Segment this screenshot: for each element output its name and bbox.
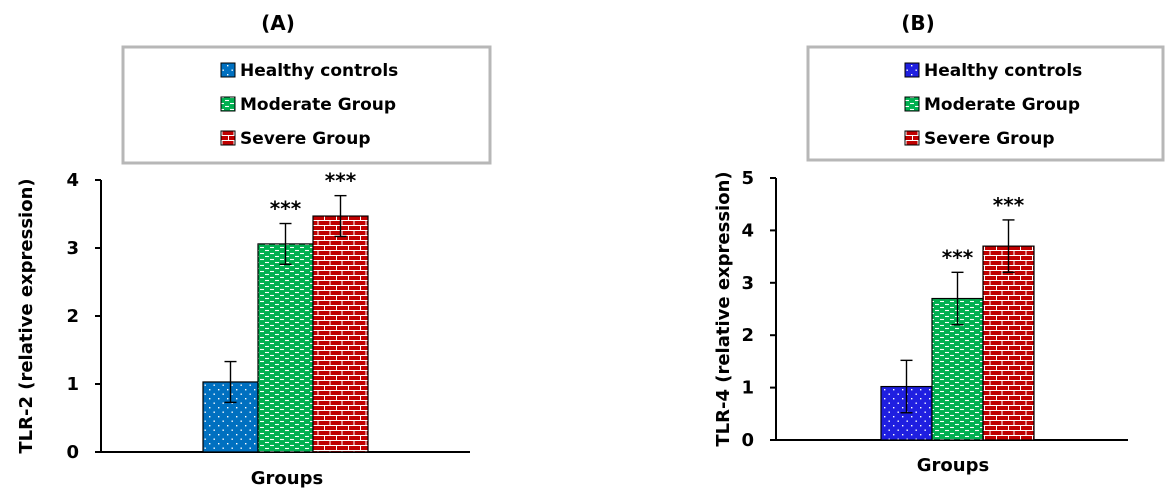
- bar-severe-group: [312, 215, 369, 453]
- chart-panel-a: (A) Healthy controls Moderate Group Severe …: [16, 11, 492, 489]
- significance-label: ***: [942, 245, 974, 269]
- legend-label: Moderate Group: [924, 95, 1080, 115]
- x-axis-title: Groups: [251, 468, 323, 489]
- error-bar-severe-group: [1002, 219, 1015, 274]
- panel-title: (A): [261, 11, 295, 35]
- legend-label: Healthy controls: [924, 61, 1082, 81]
- y-tick-label: 0: [741, 430, 754, 451]
- y-axis-title: TLR-4 (relative expression): [713, 171, 734, 446]
- error-bar-healthy-controls: [900, 359, 913, 414]
- y-tick-label: 3: [741, 273, 754, 294]
- significance-label: ***: [325, 169, 357, 193]
- legend-swatch: [220, 96, 236, 112]
- y-tick-label: 0: [66, 442, 79, 463]
- y-tick-label: 1: [741, 378, 754, 399]
- legend-label: Moderate Group: [240, 95, 396, 115]
- legend-label: Severe Group: [924, 129, 1055, 149]
- panel-title: (B): [901, 11, 935, 35]
- y-tick-label: 3: [66, 238, 79, 259]
- y-tick-label: 5: [741, 168, 754, 189]
- legend: Healthy controls Moderate Group Severe Gro…: [121, 45, 492, 165]
- bar-moderate-group: [257, 243, 314, 453]
- y-tick-label: 2: [66, 306, 79, 327]
- y-axis-title: TLR-2 (relative expression): [16, 178, 37, 453]
- legend: Healthy controls Moderate Group Severe Gro…: [806, 45, 1165, 162]
- y-tick-label: 1: [66, 374, 79, 395]
- x-axis-title: Groups: [917, 455, 989, 476]
- legend-label: Healthy controls: [240, 61, 398, 81]
- y-tick-label: 4: [741, 220, 754, 241]
- significance-label: ***: [270, 197, 302, 221]
- y-tick-label: 2: [741, 325, 754, 346]
- legend-swatch: [220, 62, 236, 78]
- error-bar-healthy-controls: [224, 360, 237, 404]
- legend-swatch: [904, 130, 920, 146]
- y-tick-label: 4: [66, 170, 79, 191]
- significance-label: ***: [993, 193, 1025, 217]
- legend-swatch: [904, 62, 920, 78]
- chart-panel-b: (B) Healthy controls Moderate Group Severe …: [713, 11, 1165, 476]
- legend-swatch: [904, 96, 920, 112]
- legend-label: Severe Group: [240, 129, 371, 149]
- error-bar-severe-group: [334, 194, 347, 238]
- legend-frame: [121, 45, 492, 165]
- error-bar-moderate-group: [951, 271, 964, 326]
- error-bar-moderate-group: [279, 222, 292, 266]
- bar-severe-group: [982, 245, 1035, 441]
- legend-swatch: [220, 130, 236, 146]
- legend-frame: [806, 45, 1165, 162]
